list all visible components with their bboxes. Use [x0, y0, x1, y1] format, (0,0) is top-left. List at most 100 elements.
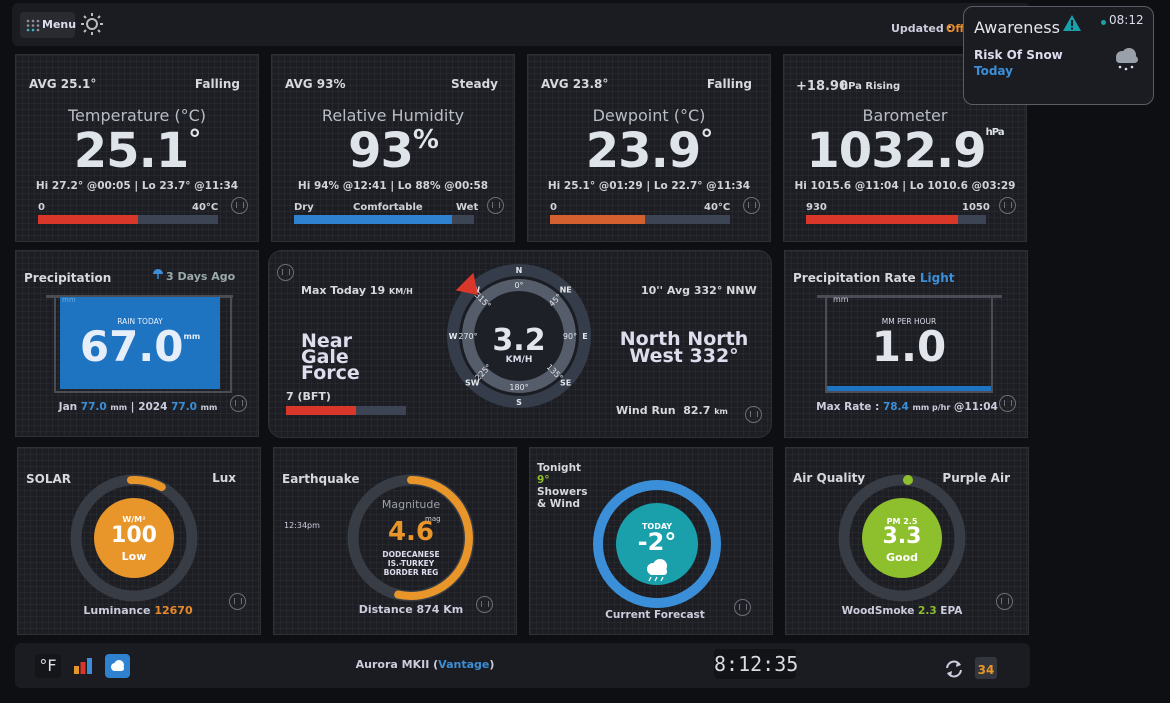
earthquake-card: Earthquake 12:34pm Magnitude mag 4.6 DOD… [273, 447, 517, 635]
title: Precipitation Rate Light [793, 271, 954, 285]
history-icon[interactable] [230, 395, 247, 412]
history-icon[interactable] [999, 395, 1016, 412]
trend: Falling [706, 77, 752, 91]
trend: Steady [450, 77, 498, 91]
wind-direction: North North West 332° [619, 328, 749, 367]
lum-value: 12670 [154, 604, 193, 617]
title: SOLAR [26, 472, 72, 486]
today-value: -2° [637, 528, 677, 556]
wind-pointer [455, 272, 478, 295]
compass-point: W [449, 332, 458, 341]
summary: Showers & Wind [537, 486, 588, 510]
title: Temperature (°C) [67, 106, 207, 125]
footer-bar: °F Aurora MKII (Vantage) 8:12:35 34 [15, 643, 1030, 688]
umbrella-icon [153, 269, 163, 279]
badge[interactable]: 34 [975, 657, 997, 679]
history-icon[interactable] [996, 593, 1013, 610]
units-toggle[interactable]: °F [35, 654, 61, 678]
station-close: ) [489, 658, 495, 671]
gauge-rim [817, 295, 1002, 298]
max-today: Max Today 19 KM/H [301, 284, 413, 297]
air-quality-card: Air Quality Purple Air PM 2.5 3.3 Good W… [785, 447, 1029, 635]
forecast-button[interactable] [105, 654, 130, 678]
beaufort-fill [286, 406, 356, 415]
compass: NNEESESSWWNW0°45°90°135°180°225°270°315° [447, 264, 591, 408]
unit: hPa [985, 127, 1005, 138]
history-icon[interactable] [999, 197, 1016, 214]
intensity: Light [919, 271, 955, 285]
history-icon[interactable] [487, 197, 504, 214]
year-unit: mm [200, 403, 218, 412]
scale-max: 40°C [704, 202, 731, 213]
scale-low: Dry [294, 202, 314, 213]
forecast-gauge [593, 480, 721, 608]
compass-inner [474, 291, 564, 381]
history-icon[interactable] [734, 599, 751, 616]
range-bar [38, 215, 218, 224]
compass-point: NE [560, 285, 572, 294]
luminance: Luminance 12670 [18, 604, 258, 617]
period-temp: 9° [537, 474, 550, 486]
compass-point: SE [560, 379, 571, 388]
dewpoint-card: AVG 23.8° Falling Dewpoint (°C) 23.9° Hi… [527, 54, 771, 242]
refresh-button[interactable] [943, 658, 965, 680]
value: 23.9° [528, 123, 770, 179]
history-icon[interactable] [231, 197, 248, 214]
aqi-gauge [838, 474, 966, 602]
title: Air Quality [793, 471, 866, 485]
inner-unit: W/M² [122, 515, 146, 524]
aqi-level: Good [885, 551, 919, 564]
history-icon[interactable] [476, 596, 493, 613]
history-icon[interactable] [277, 264, 294, 281]
month-unit: mm [110, 403, 128, 412]
value: 93% [272, 123, 514, 179]
compass-point: S [516, 398, 522, 407]
range-bar [550, 215, 730, 224]
rate-label: MM PER HOUR [881, 317, 937, 326]
awareness-popup: Awareness 08:12 Risk Of Snow Today [963, 6, 1154, 105]
avg: AVG 93% [285, 77, 346, 91]
max-label: Max Today [301, 284, 367, 297]
avg: AVG 23.8° [541, 77, 609, 91]
theme-toggle[interactable] [80, 12, 104, 36]
precip-rate-card: Precipitation Rate Light mm MM PER HOUR … [784, 250, 1028, 438]
month-value: 77.0 [80, 401, 107, 413]
compass-degree: 180° [509, 383, 528, 392]
humidity-card: AVG 93% Steady Relative Humidity 93% Hi … [271, 54, 515, 242]
hi-lo: Hi 94% @12:41 | Lo 88% @00:58 [297, 180, 489, 192]
menu-button[interactable]: Menu [20, 12, 76, 38]
unit-label: Lux [212, 471, 236, 485]
value-number: 93 [348, 123, 414, 179]
header-bar: Menu Updated : Off [12, 3, 1030, 46]
temperature-card: AVG 25.1° Falling Temperature (°C) 25.1°… [15, 54, 259, 242]
snow-icon [1116, 48, 1138, 71]
gauge-frame [54, 295, 232, 393]
menu-icon [26, 19, 40, 32]
solar-gauge [70, 474, 198, 602]
clock: 8:12:35 [714, 649, 798, 679]
gauge-frame [825, 295, 993, 393]
charts-button[interactable] [72, 656, 94, 676]
scale-max: 1050 [962, 202, 990, 213]
title: Barometer [862, 106, 948, 125]
range-bar [294, 215, 474, 224]
rain-fill [60, 297, 220, 389]
history-icon[interactable] [745, 406, 762, 423]
wind-card: Max Today 19 KM/H 10'' Avg 332° NNW Near… [268, 250, 772, 438]
compass-point: N [516, 266, 523, 275]
history-icon[interactable] [743, 197, 760, 214]
max-time: @11:04 [953, 401, 998, 413]
precipitation-card: Precipitation 3 Days Ago mm RAIN TODAY 6… [15, 250, 259, 437]
range-fill [806, 215, 958, 224]
alert-when: Today [974, 64, 1013, 78]
quake-time: 12:34pm [284, 521, 320, 530]
solar-level: Low [121, 550, 147, 563]
solar-value: 100 [111, 523, 157, 548]
forecast-summary: Tonight 9° Showers & Wind [537, 462, 597, 510]
range-fill [550, 215, 645, 224]
history-icon[interactable] [229, 593, 246, 610]
avg: AVG 25.1° [29, 77, 97, 91]
compass-point: SW [465, 379, 480, 388]
max-label: Max Rate : [816, 401, 880, 413]
compass-degree: 90° [563, 332, 577, 341]
